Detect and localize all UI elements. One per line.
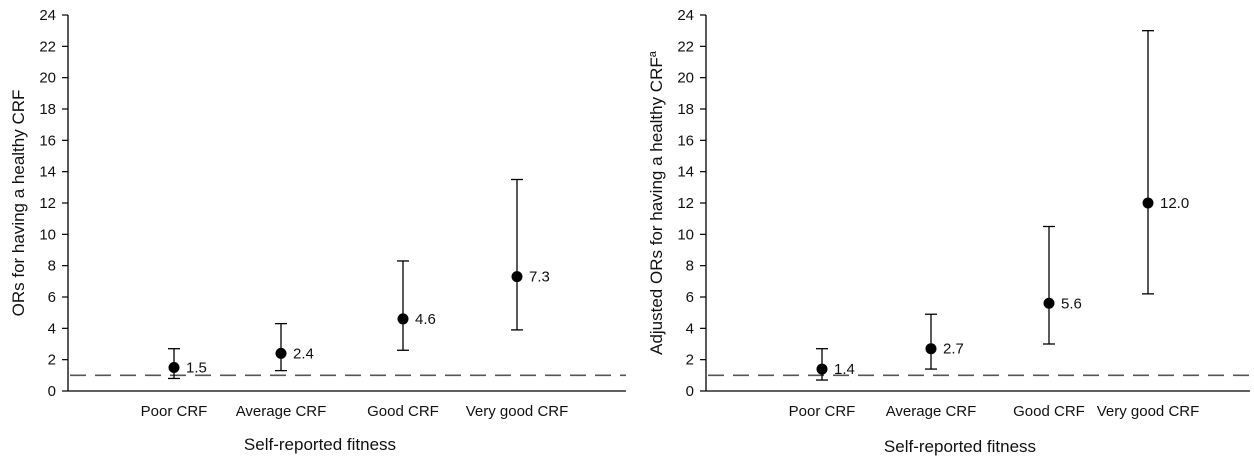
data-label: 5.6 xyxy=(1061,295,1082,312)
y-tick-label: 6 xyxy=(686,289,694,306)
x-tick-label: Good CRF xyxy=(1013,403,1085,420)
data-point xyxy=(168,362,180,373)
y-tick-label: 2 xyxy=(686,352,694,369)
y-tick-label: 0 xyxy=(686,383,694,400)
y-tick-label: 12 xyxy=(39,195,56,212)
y-tick-label: 24 xyxy=(39,7,56,24)
y-tick-label: 14 xyxy=(39,164,56,181)
x-tick-label: Poor CRF xyxy=(141,403,208,420)
x-tick-label: Very good CRF xyxy=(1097,403,1200,420)
x-axis-title: Self-reported fitness xyxy=(244,435,396,454)
data-point xyxy=(275,347,287,359)
data-point xyxy=(511,271,523,283)
x-axis-title: Self-reported fitness xyxy=(884,437,1036,456)
y-tick-label: 0 xyxy=(48,383,56,400)
x-tick-label: Very good CRF xyxy=(466,403,569,420)
y-tick-label: 24 xyxy=(677,7,694,24)
y-tick-label: 4 xyxy=(686,320,694,337)
y-tick-label: 6 xyxy=(48,289,56,306)
y-tick-label: 20 xyxy=(39,70,56,87)
data-label: 7.3 xyxy=(529,269,550,286)
y-tick-label: 16 xyxy=(677,132,694,149)
data-label: 4.6 xyxy=(415,311,436,328)
y-tick-label: 14 xyxy=(677,164,694,181)
y-axis-title: Adjusted ORs for having a healthy CRFa xyxy=(647,50,666,355)
y-tick-label: 22 xyxy=(677,38,694,55)
y-axis-title: ORs for having a healthy CRF xyxy=(9,90,28,317)
y-tick-label: 4 xyxy=(48,320,56,337)
data-label: 1.4 xyxy=(834,361,855,378)
data-point xyxy=(816,363,828,375)
data-label: 12.0 xyxy=(1160,195,1189,212)
data-label: 2.4 xyxy=(293,345,314,362)
y-tick-label: 20 xyxy=(677,70,694,87)
data-point xyxy=(397,313,409,325)
data-point xyxy=(925,343,937,355)
x-tick-label: Average CRF xyxy=(236,403,327,420)
y-tick-label: 2 xyxy=(48,352,56,369)
y-axis-title-superscript: a xyxy=(647,50,659,57)
data-point xyxy=(1142,197,1154,209)
data-point xyxy=(1043,297,1055,309)
x-tick-label: Poor CRF xyxy=(789,403,856,420)
y-tick-label: 18 xyxy=(677,101,694,118)
x-tick-label: Good CRF xyxy=(367,403,439,420)
y-tick-label: 18 xyxy=(39,101,56,118)
y-tick-label: 12 xyxy=(677,195,694,212)
y-tick-label: 8 xyxy=(48,258,56,275)
y-tick-label: 22 xyxy=(39,38,56,55)
y-tick-label: 16 xyxy=(39,132,56,149)
y-tick-label: 8 xyxy=(686,258,694,275)
data-label: 1.5 xyxy=(186,360,207,377)
data-label: 2.7 xyxy=(943,341,964,358)
x-tick-label: Average CRF xyxy=(886,403,977,420)
y-tick-label: 10 xyxy=(677,226,694,243)
y-tick-label: 10 xyxy=(39,226,56,243)
